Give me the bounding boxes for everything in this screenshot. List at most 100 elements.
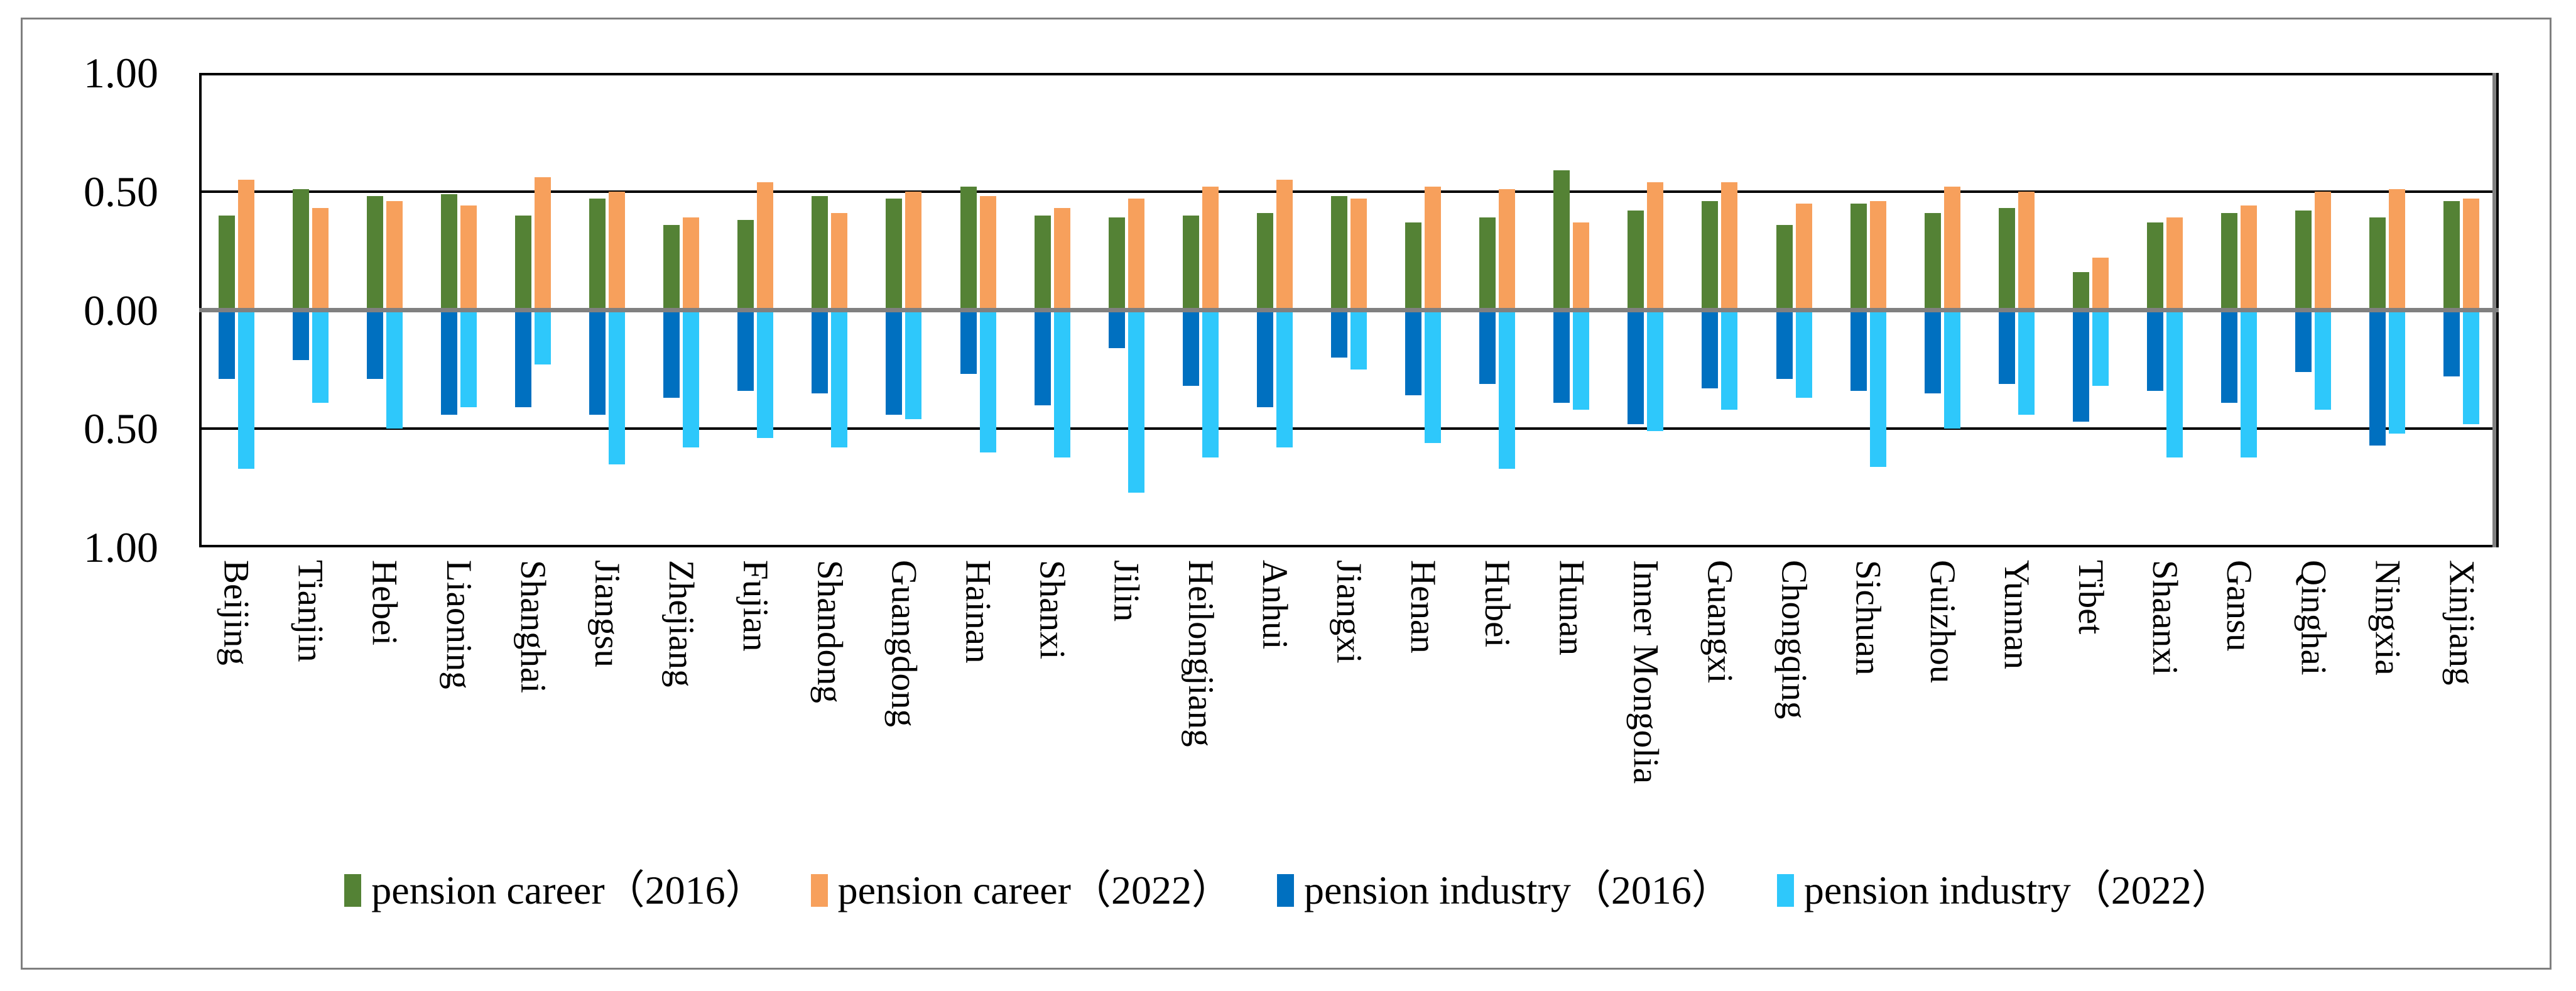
bar-pension career（2016）-Henan [1405,222,1422,310]
bar-pension industry（2022）-Inner Mongolia [1647,310,1664,432]
bar-pension industry（2016）-Sichuan [1850,310,1867,391]
bar-pension career（2022）-Hainan [979,196,996,310]
bar-pension industry（2022）-Heilongjiang [1202,310,1219,457]
x-axis-label-Tianjin: Tianjin [290,560,330,662]
bar-pension career（2016）-Zhejiang [663,224,680,310]
bar-pension industry（2022）-Yunnan [2018,310,2035,415]
x-axis-label-Shaanxi: Shaanxi [2145,560,2185,676]
bar-pension career（2022）-Sichuan [1869,200,1886,310]
x-axis-label-Ningxia: Ningxia [2367,560,2408,676]
bar-pension career（2022）-Jiangsu [609,191,626,310]
x-axis-label-Yunnan: Yunnan [1996,560,2036,670]
bar-pension industry（2022）-Liaoning [460,310,477,408]
x-axis-label-Jiangsu: Jiangsu [587,560,628,667]
bar-pension career（2016）-Hainan [960,187,977,310]
bar-pension industry（2016）-Chongqing [1776,310,1793,379]
bar-pension industry（2022）-Jiangsu [609,310,626,464]
bar-pension career（2016）-Xinjiang [2443,200,2460,310]
bar-pension industry（2022）-Anhui [1276,310,1293,448]
x-axis-label-Henan: Henan [1403,560,1443,654]
bar-pension industry（2022）-Ningxia [2389,310,2406,434]
legend-swatch-icon [344,874,362,907]
gridline-0.50 [199,190,2499,193]
legend-swatch-icon [1276,874,1294,907]
bar-pension career（2022）-Heilongjiang [1202,187,1219,310]
bar-pension industry（2022）-Shanxi [1053,310,1070,457]
bar-pension career（2022）-Yunnan [2018,191,2035,310]
bar-pension industry（2022）-Jilin [1128,310,1144,493]
x-axis-label-Fujian: Fujian [736,560,776,652]
bar-pension career（2016）-Guizhou [1924,212,1941,310]
bar-pension industry（2016）-Qinghai [2295,310,2312,372]
y-tick-label: 0.00 [84,286,158,334]
bar-pension industry（2016）-Heilongjiang [1182,310,1199,386]
bar-pension career（2022）-Guizhou [1943,187,1960,310]
bar-pension industry（2022）-Hubei [1499,310,1516,469]
bar-pension industry（2016）-Inner Mongolia [1628,310,1644,424]
bar-pension career（2016）-Shandong [812,196,829,310]
bar-pension industry（2016）-Ningxia [2369,310,2386,446]
bar-pension career（2022）-Hubei [1499,189,1516,310]
bar-pension career（2022）-Tibet [2092,258,2109,310]
bar-pension industry（2022）-Fujian [757,310,774,439]
x-axis-label-Anhui: Anhui [1254,560,1295,650]
bar-pension industry（2022）-Tianjin [312,310,329,403]
bar-pension career（2016）-Beijing [218,215,235,310]
bar-pension industry（2016）-Guangxi [1702,310,1719,389]
bar-pension career（2022）-Hebei [386,200,403,310]
bar-pension career（2022）-Fujian [757,182,774,310]
bar-pension career（2016）-Anhui [1256,212,1273,310]
bar-pension industry（2016）-Shandong [812,310,829,393]
bar-pension industry（2016）-Fujian [737,310,754,391]
bar-pension career（2022）-Anhui [1276,179,1293,310]
bar-pension career（2016）-Hubei [1479,217,1496,310]
legend-swatch-icon [1776,874,1794,907]
bar-pension industry（2016）-Shanghai [514,310,531,408]
bar-pension industry（2016）-Hunan [1553,310,1570,403]
bar-pension industry（2022）-Jiangxi [1350,310,1367,370]
bar-pension industry（2016）-Shanxi [1034,310,1051,405]
legend-swatch-icon [810,874,828,907]
bar-pension career（2016）-Chongqing [1776,224,1793,310]
y-tick-label: 0.50 [84,167,158,216]
x-axis-label-Hebei: Hebei [364,560,405,646]
bar-pension industry（2022）-Shaanxi [2166,310,2183,457]
bar-pension industry（2022）-Guangdong [905,310,922,420]
bar-pension career（2016）-Sichuan [1850,203,1867,310]
zero-baseline [199,308,2499,312]
bar-pension industry（2022）-Qinghai [2315,310,2332,410]
bar-pension industry（2022）-Shanghai [534,310,551,365]
x-axis-label-Sichuan: Sichuan [1848,560,1888,676]
legend-label: pension career（2016） [371,868,766,912]
x-axis-label-Shanxi: Shanxi [1032,560,1072,660]
x-axis-label-Qinghai: Qinghai [2293,560,2334,676]
x-axis-label-Shanghai: Shanghai [513,560,553,694]
bar-pension career（2022）-Zhejiang [683,217,700,310]
bar-pension industry（2016）-Anhui [1256,310,1273,408]
bar-pension career（2022）-Henan [1425,187,1442,310]
bar-pension career（2022）-Shandong [831,212,848,310]
bar-pension career（2016）-Hebei [366,196,383,310]
bar-pension career（2022）-Inner Mongolia [1647,182,1664,310]
bar-pension career（2022）-Xinjiang [2463,199,2480,310]
bar-pension industry（2022）-Tibet [2092,310,2109,386]
bar-pension career（2016）-Shanxi [1034,215,1051,310]
legend-label: pension industry（2016） [1303,868,1732,912]
bar-pension career（2016）-Qinghai [2295,210,2312,310]
bar-pension career（2016）-Inner Mongolia [1628,210,1644,310]
bar-pension career（2016）-Tianjin [292,189,309,310]
bar-pension industry（2022）-Zhejiang [683,310,700,448]
x-axis-label-Shandong: Shandong [810,560,850,703]
legend-item: pension career（2016） [344,868,766,912]
x-axis-label-Guangxi: Guangxi [1700,560,1740,684]
bar-pension career（2016）-Heilongjiang [1182,215,1199,310]
bar-pension industry（2022）-Beijing [237,310,254,469]
bar-pension industry（2016）-Hebei [366,310,383,379]
x-axis-label-Zhejiang: Zhejiang [661,560,702,687]
x-axis-label-Tibet: Tibet [2070,560,2111,635]
x-axis-label-Liaoning: Liaoning [438,560,479,689]
chart-legend: pension career（2016） pension career（2022）… [0,868,2576,912]
bar-pension career（2016）-Jiangsu [589,199,606,310]
x-axis-label-Jilin: Jilin [1106,560,1146,622]
